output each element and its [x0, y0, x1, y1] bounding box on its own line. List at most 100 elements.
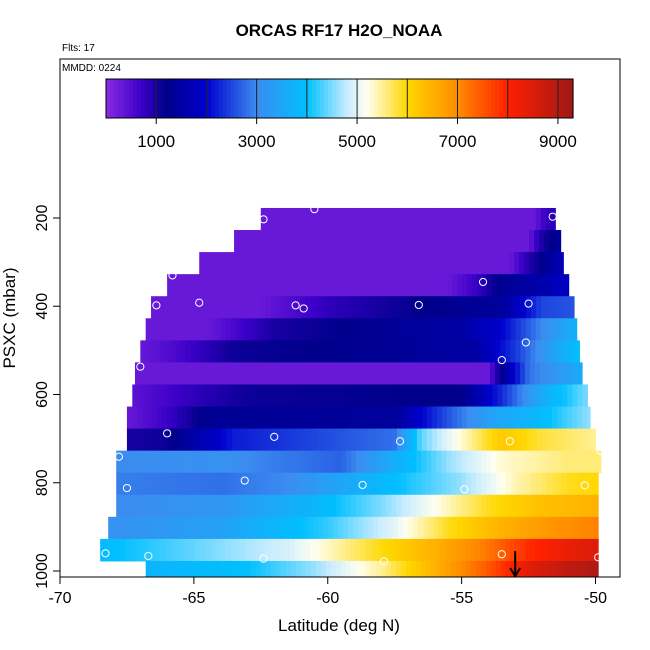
heatmap-cell: [506, 450, 512, 474]
heatmap-cell: [251, 494, 257, 518]
heatmap-cell: [180, 560, 187, 578]
heatmap-cell: [431, 472, 437, 496]
heatmap-cell: [480, 560, 487, 578]
heatmap-cell: [397, 384, 403, 408]
heatmap-cell: [136, 450, 142, 474]
heatmap-cell: [385, 340, 391, 363]
heatmap-cell: [541, 296, 547, 319]
heatmap-cell: [366, 450, 372, 474]
heatmap-cell: [471, 406, 478, 430]
colorbar-swatch: [467, 79, 473, 118]
heatmap-cell: [486, 296, 492, 319]
heatmap-cell: [242, 384, 248, 408]
heatmap-cell: [136, 406, 143, 430]
heatmap-cell: [136, 494, 142, 518]
heatmap-cell: [191, 450, 197, 474]
heatmap-cell: [356, 450, 362, 474]
heatmap-cell: [160, 538, 166, 562]
heatmap-cell: [385, 538, 391, 562]
heatmap-cell: [161, 406, 168, 430]
heatmap-cell: [428, 516, 434, 540]
heatmap-cell: [246, 428, 253, 452]
colorbar-swatch: [257, 79, 263, 118]
heatmap-cell: [429, 252, 435, 275]
heatmap-cell: [471, 494, 477, 518]
heatmap-cell: [455, 318, 462, 341]
heatmap-cell: [576, 494, 582, 518]
heatmap-cell: [181, 450, 187, 474]
colorbar-swatch: [191, 79, 197, 118]
heatmap-cell: [156, 472, 162, 496]
heatmap-cell: [289, 362, 296, 385]
colorbar-swatch: [148, 79, 154, 118]
heatmap-cell: [311, 296, 317, 319]
heatmap-cell: [271, 450, 277, 474]
heatmap-cell: [466, 472, 472, 496]
heatmap-cell: [450, 560, 457, 578]
heatmap-cell: [220, 340, 226, 363]
heatmap-cell: [314, 252, 320, 275]
heatmap-cell: [150, 560, 157, 578]
colorbar-swatch: [312, 79, 317, 118]
heatmap-cell: [215, 340, 221, 363]
heatmap-cell: [422, 384, 428, 408]
heatmap-cell: [524, 230, 530, 253]
heatmap-cell: [216, 406, 223, 430]
heatmap-cell: [540, 207, 547, 231]
heatmap-cell: [295, 340, 301, 363]
heatmap-cell: [536, 428, 543, 452]
heatmap-cell: [391, 472, 397, 496]
heatmap-cell: [290, 560, 297, 578]
heatmap-cell: [384, 230, 390, 253]
heatmap-cell: [565, 318, 572, 341]
heatmap-cell: [222, 274, 228, 297]
heatmap-cell: [540, 560, 547, 578]
heatmap-cell: [241, 296, 247, 319]
heatmap-cell: [550, 207, 556, 231]
heatmap-cell: [255, 560, 262, 578]
heatmap-cell: [241, 406, 248, 430]
heatmap-cell: [146, 428, 153, 452]
heatmap-cell: [539, 362, 546, 385]
heatmap-cell: [404, 362, 411, 385]
heatmap-cell: [201, 450, 207, 474]
heatmap-cell: [564, 362, 571, 385]
heatmap-cell: [271, 472, 277, 496]
heatmap-cell: [344, 230, 350, 253]
heatmap-cell: [524, 362, 531, 385]
heatmap-cell: [449, 230, 455, 253]
heatmap-cell: [245, 340, 251, 363]
heatmap-cell: [222, 384, 228, 408]
position-arrow: [509, 551, 522, 578]
heatmap-cell: [295, 207, 302, 231]
heatmap-cell: [440, 207, 447, 231]
heatmap-cell: [276, 494, 282, 518]
heatmap-cell: [504, 252, 510, 275]
heatmap-cell: [273, 516, 279, 540]
heatmap-cell: [476, 406, 483, 430]
heatmap-cell: [426, 472, 432, 496]
heatmap-cell: [120, 538, 126, 562]
heatmap-cell: [225, 318, 232, 341]
heatmap-cell: [286, 428, 293, 452]
heatmap-cell: [370, 207, 377, 231]
heatmap-cell: [596, 494, 599, 518]
heatmap-cell: [334, 230, 340, 253]
heatmap-cell: [271, 406, 278, 430]
heatmap-cell: [199, 252, 205, 275]
heatmap-cell: [520, 560, 527, 578]
heatmap-cell: [260, 340, 266, 363]
heatmap-cell: [192, 384, 198, 408]
heatmap-cell: [221, 406, 228, 430]
heatmap-cell: [474, 362, 481, 385]
heatmap-cell: [396, 428, 403, 452]
heatmap-cell: [306, 472, 312, 496]
heatmap-cell: [294, 252, 300, 275]
heatmap-cell: [290, 538, 296, 562]
colorbar-swatch: [506, 79, 512, 118]
heatmap-cell: [531, 494, 537, 518]
heatmap-cell: [595, 538, 599, 562]
heatmap-cell: [210, 538, 216, 562]
heatmap-cell: [540, 340, 546, 363]
heatmap-cell: [510, 538, 516, 562]
